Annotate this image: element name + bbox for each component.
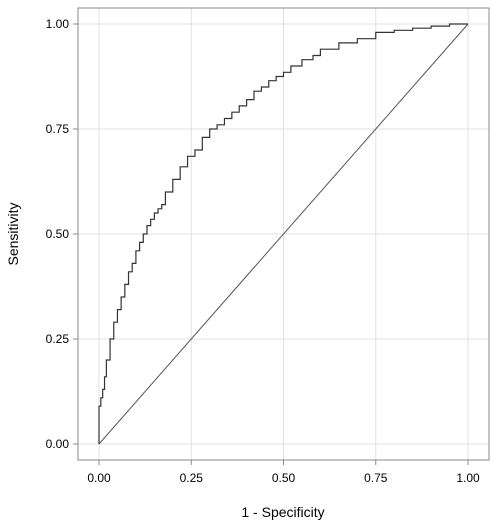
x-axis-title: 1 - Specificity [241, 504, 324, 520]
y-tick-label: 0.50 [46, 227, 70, 241]
x-tick-label: 0.25 [180, 471, 204, 485]
x-tick-label: 0.00 [87, 471, 111, 485]
x-tick-label: 0.75 [364, 471, 388, 485]
y-tick-label: 1.00 [46, 17, 70, 31]
y-tick-label: 0.75 [46, 122, 70, 136]
y-axis-title: Sensitivity [5, 202, 21, 265]
y-tick-label: 0.00 [46, 437, 70, 451]
y-tick-label: 0.25 [46, 332, 70, 346]
x-tick-label: 1.00 [456, 471, 480, 485]
reference-diagonal-line [98, 23, 469, 445]
x-axis: 0.00 0.25 0.50 0.75 1.00 [87, 460, 480, 485]
series-layer [98, 23, 469, 445]
y-axis: 0.00 0.25 0.50 0.75 1.00 [46, 17, 78, 451]
x-tick-label: 0.50 [272, 471, 296, 485]
roc-curve-line [98, 23, 468, 444]
